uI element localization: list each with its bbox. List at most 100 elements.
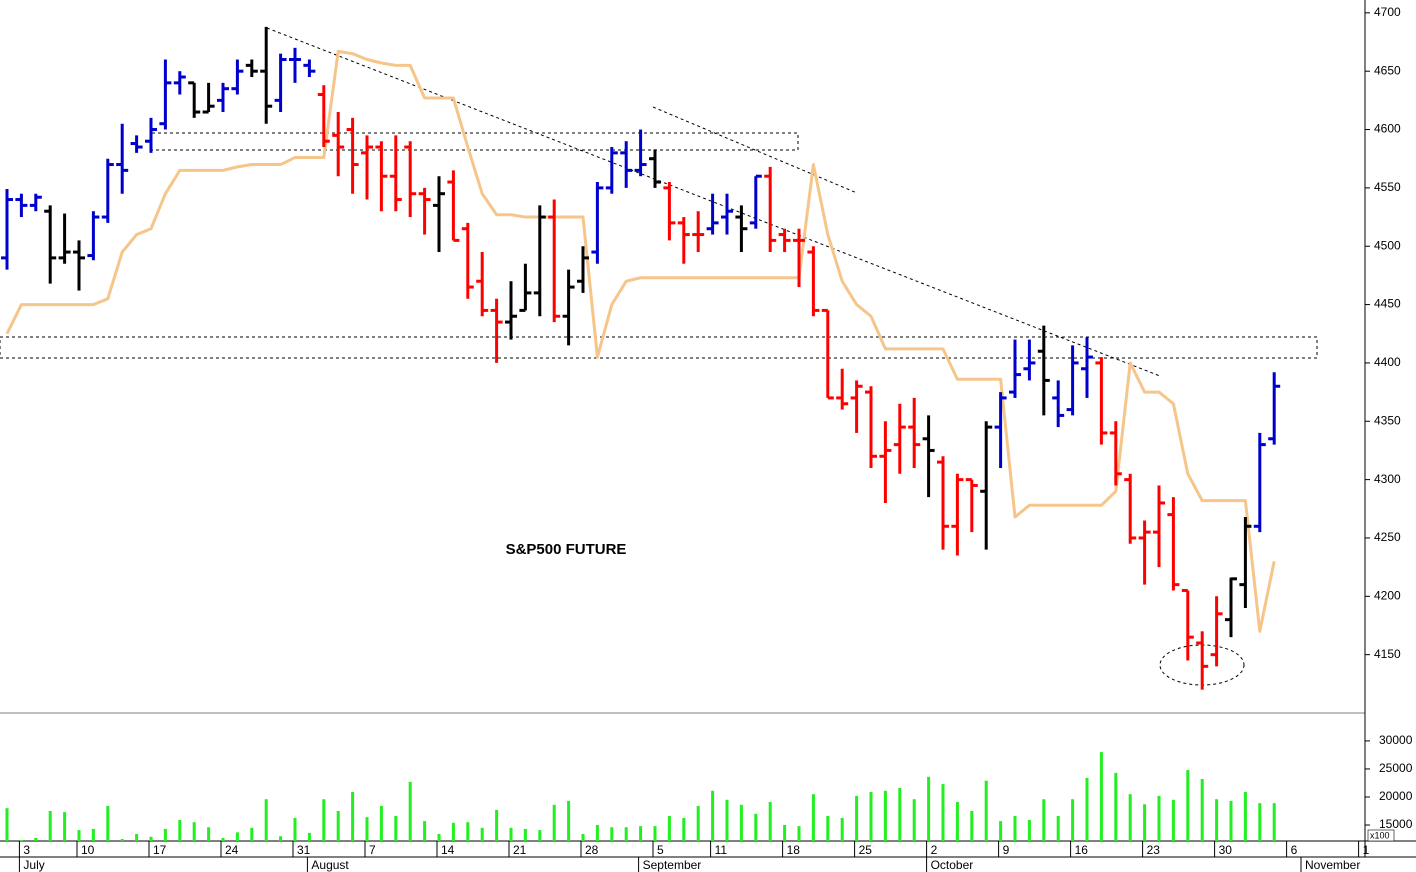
volume-bar — [48, 811, 52, 841]
volume-bar — [1042, 799, 1046, 841]
volume-bar — [408, 781, 412, 841]
volume-bar — [552, 804, 556, 841]
x-tick-label: 2 — [931, 843, 938, 857]
volume-bar — [1258, 803, 1262, 841]
volume-bar — [77, 830, 81, 841]
x-tick-label: 25 — [859, 843, 873, 857]
volume-bar — [840, 818, 844, 841]
volume-tick-label: 15000 — [1379, 817, 1413, 831]
volume-bar — [106, 805, 110, 841]
volume-bar — [610, 827, 614, 841]
volume-bar — [1071, 799, 1075, 841]
y-tick-label: 4550 — [1374, 180, 1401, 194]
volume-bar — [927, 776, 931, 841]
volume-bar — [365, 817, 369, 841]
volume-bar — [826, 816, 830, 841]
volume-bar — [754, 813, 758, 841]
volume-bar — [523, 828, 527, 841]
support-box — [0, 336, 1318, 359]
volume-bar — [1272, 803, 1276, 841]
x-tick-label: 17 — [153, 843, 167, 857]
x-tick-label: 9 — [1003, 843, 1010, 857]
x-tick-label: 7 — [369, 843, 376, 857]
volume-bar — [1085, 777, 1089, 841]
volume-bar — [509, 827, 513, 841]
y-tick-label: 4500 — [1374, 238, 1401, 252]
volume-bar — [279, 836, 283, 841]
x-tick-label: 24 — [225, 843, 239, 857]
month-label: September — [643, 858, 702, 872]
volume-bar — [394, 816, 398, 841]
volume-bar — [783, 825, 787, 841]
volume-bar — [351, 791, 355, 841]
x-tick-label: 14 — [441, 843, 455, 857]
x-tick-label: 5 — [657, 843, 664, 857]
month-label: November — [1305, 858, 1360, 872]
volume-unit: x100 — [1370, 830, 1390, 840]
volume-bar — [581, 833, 585, 841]
y-tick-label: 4650 — [1374, 63, 1401, 77]
volume-bar — [437, 833, 441, 841]
volume-bar — [1200, 779, 1204, 841]
x-tick-label: 21 — [513, 843, 527, 857]
x-tick-label: 30 — [1219, 843, 1233, 857]
volume-bar — [797, 826, 801, 841]
volume-bar — [711, 790, 715, 841]
y-tick-label: 4350 — [1374, 413, 1401, 427]
volume-bar — [1056, 816, 1060, 841]
volume-bar — [235, 832, 239, 841]
volume-bar — [120, 839, 124, 841]
volume-bar — [682, 818, 686, 841]
month-label: October — [931, 858, 974, 872]
volume-bar — [451, 822, 455, 841]
volume-bar — [1215, 799, 1219, 841]
unit-box — [1367, 829, 1395, 842]
y-tick-label: 4150 — [1374, 647, 1401, 661]
volume-bar — [1128, 794, 1132, 841]
x-tick-label: 11 — [715, 843, 728, 857]
volume-bar — [869, 791, 873, 841]
y-tick-label: 4300 — [1374, 472, 1401, 486]
volume-bar — [293, 818, 297, 841]
month-label: August — [311, 858, 349, 872]
volume-tick-label: 30000 — [1379, 733, 1413, 747]
volume-bar — [307, 832, 311, 841]
volume-bar — [567, 800, 571, 841]
volume-bar — [423, 821, 427, 841]
volume-bar — [34, 837, 38, 841]
volume-bar — [941, 784, 945, 841]
volume-bar — [178, 819, 182, 841]
volume-bar — [466, 822, 470, 841]
x-tick-label: 18 — [787, 843, 801, 857]
volume-bar — [221, 837, 225, 841]
volume-bar — [624, 827, 628, 841]
volume-bar — [163, 828, 167, 841]
volume-bar — [149, 836, 153, 841]
volume-bar — [1186, 770, 1190, 841]
chart-title: S&P500 FUTURE — [506, 541, 627, 558]
month-label: July — [23, 858, 44, 872]
volume-bar — [855, 795, 859, 841]
volume-bar — [264, 799, 268, 841]
y-tick-label: 4250 — [1374, 530, 1401, 544]
volume-bar — [5, 808, 9, 841]
volume-bar — [538, 830, 542, 841]
volume-bar — [1157, 795, 1161, 841]
stop-line — [5, 49, 1276, 633]
volume-bar — [811, 794, 815, 841]
volume-bar — [725, 799, 729, 841]
volume-bar — [667, 816, 671, 841]
volume-bar — [653, 826, 657, 841]
y-tick-label: 4600 — [1374, 122, 1401, 136]
volume-bar — [696, 805, 700, 841]
volume-bar — [883, 790, 887, 841]
volume-bar — [1229, 800, 1233, 841]
x-tick-label: 31 — [297, 843, 311, 857]
volume-bar — [999, 821, 1003, 841]
volume-bar — [495, 809, 499, 841]
x-tick-label: 10 — [81, 843, 95, 857]
volume-bar — [1114, 772, 1118, 841]
volume-bar — [379, 805, 383, 841]
